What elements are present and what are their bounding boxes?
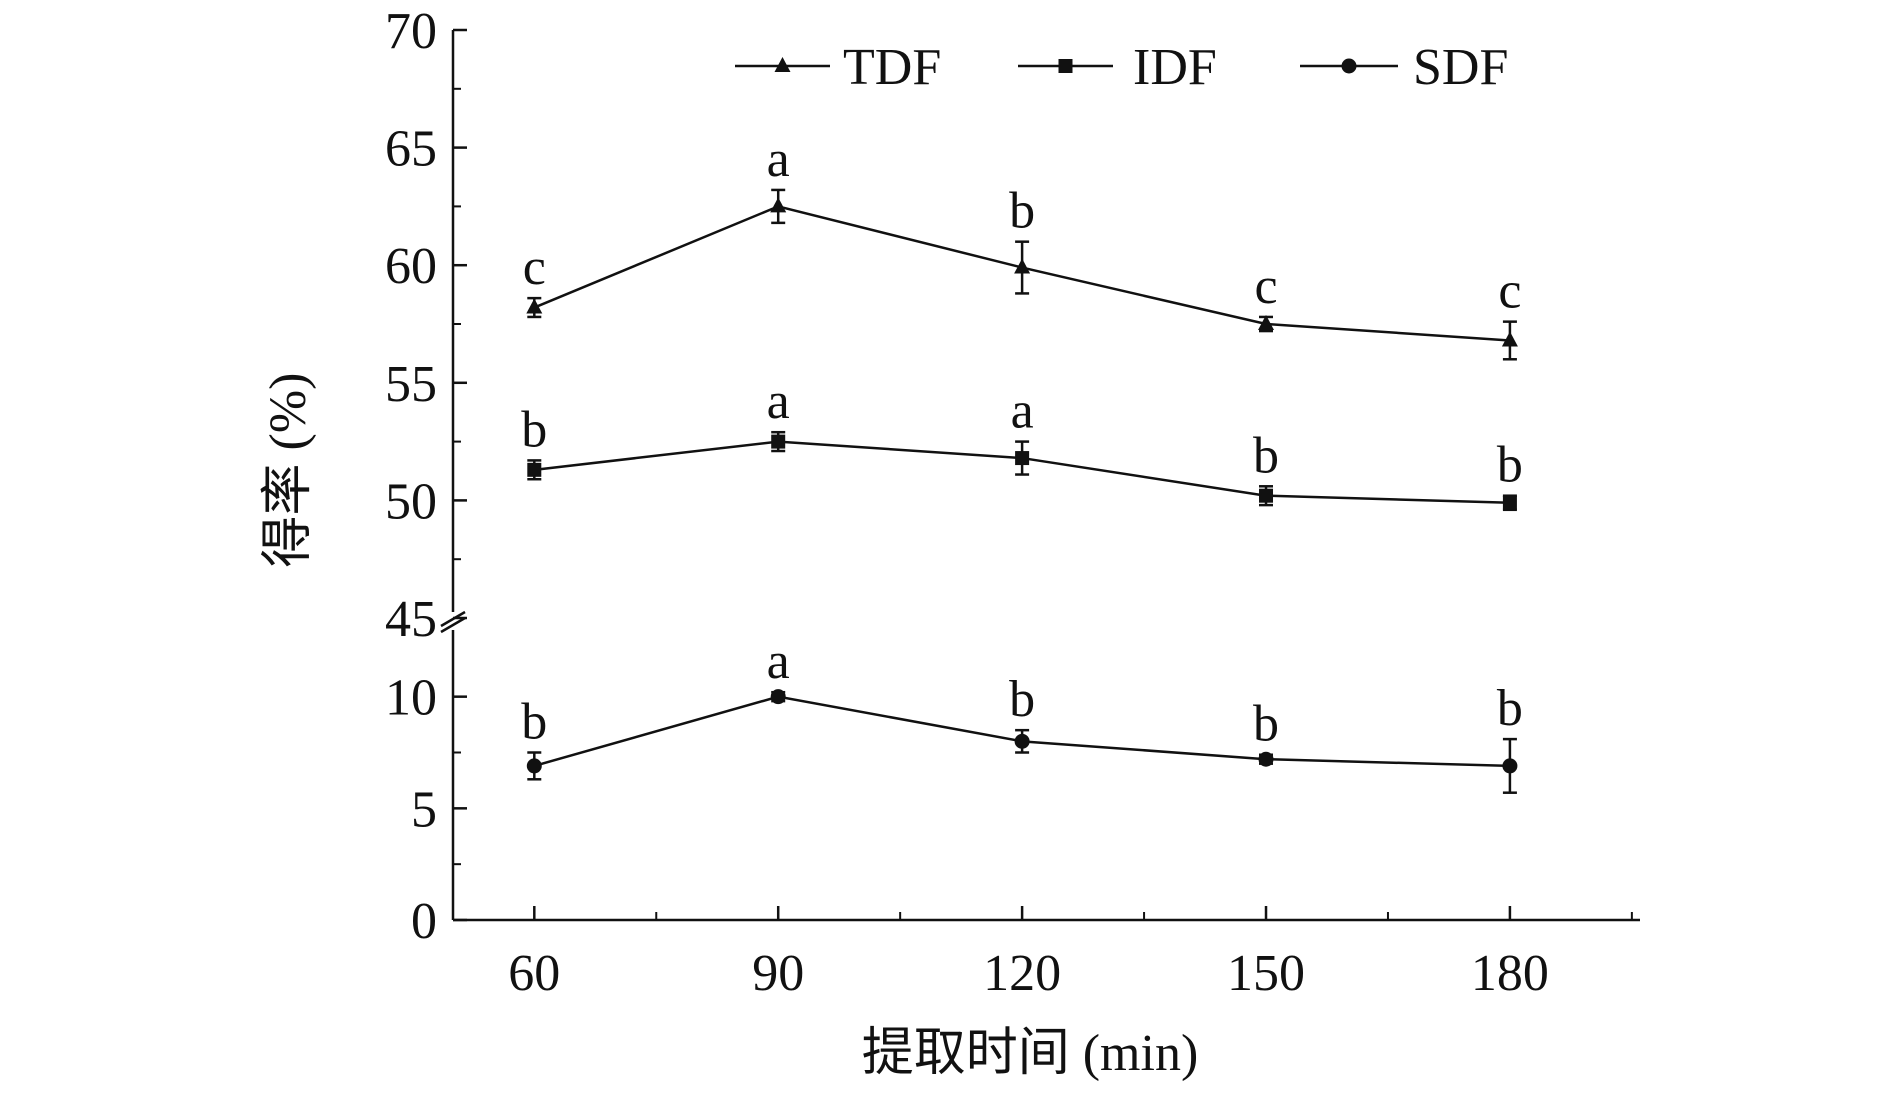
y-tick-label: 55 xyxy=(385,356,437,413)
y-tick-label: 70 xyxy=(385,3,437,60)
legend-label: SDF xyxy=(1413,39,1508,96)
data-point-tdf xyxy=(1501,331,1518,347)
data-point-idf xyxy=(771,434,786,449)
y-tick-label: 65 xyxy=(385,121,437,178)
series-idf: b a a b b xyxy=(521,373,1523,512)
significance-label: a xyxy=(767,373,790,430)
series-group: c a b c c b a a b b b a b b b xyxy=(521,131,1523,794)
data-point-tdf xyxy=(1258,315,1275,330)
legend-marker xyxy=(774,57,791,72)
legend-item-idf: IDF xyxy=(1018,39,1217,96)
y-tick-label: 5 xyxy=(411,781,437,838)
data-point-sdf xyxy=(1502,758,1518,774)
series-sdf: b a b b b xyxy=(521,633,1523,794)
data-point-tdf xyxy=(526,298,543,314)
significance-label: b xyxy=(1497,680,1523,737)
series-tdf: c a b c c xyxy=(523,131,1521,361)
data-point-idf xyxy=(1502,495,1517,510)
data-point-idf xyxy=(527,462,542,477)
significance-label: b xyxy=(1009,671,1035,728)
axis-break-mark xyxy=(440,616,466,634)
significance-label: a xyxy=(767,131,790,188)
axes: 0 5 10 45 50 55 60 65 70 60 90 120 150 180 xyxy=(385,3,1640,1002)
x-tick-label: 150 xyxy=(1227,945,1305,1002)
y-tick-label: 50 xyxy=(385,473,437,530)
data-point-idf xyxy=(1259,488,1274,503)
x-axis-title: 提取时间 (min) xyxy=(862,1025,1199,1082)
significance-label: a xyxy=(1011,383,1034,440)
x-tick-label: 60 xyxy=(508,945,560,1002)
y-axis-title: 得率 (%) xyxy=(260,373,317,568)
data-point-sdf xyxy=(1014,733,1030,749)
legend: TDF IDF SDF xyxy=(735,39,1508,96)
significance-label: b xyxy=(1253,696,1279,753)
significance-label: b xyxy=(1497,437,1523,494)
x-tick-label: 90 xyxy=(752,945,804,1002)
y-tick-label: 60 xyxy=(385,238,437,295)
data-point-tdf xyxy=(770,197,787,213)
x-tick-label: 180 xyxy=(1471,945,1549,1002)
significance-label: b xyxy=(521,401,547,458)
data-point-sdf xyxy=(770,689,786,705)
significance-label: b xyxy=(1253,427,1279,484)
data-point-tdf xyxy=(1014,258,1031,274)
legend-item-tdf: TDF xyxy=(735,39,941,96)
legend-label: TDF xyxy=(843,39,941,96)
y-tick-label: 10 xyxy=(385,670,437,727)
significance-label: c xyxy=(523,239,546,296)
significance-label: a xyxy=(767,633,790,690)
significance-label: c xyxy=(1498,263,1521,320)
y-tick-label: 0 xyxy=(411,893,437,950)
data-point-sdf xyxy=(1258,751,1274,767)
y-tick-label: 45 xyxy=(385,591,437,648)
significance-label: b xyxy=(1009,183,1035,240)
x-tick-label: 120 xyxy=(983,945,1061,1002)
legend-item-sdf: SDF xyxy=(1300,39,1508,96)
significance-label: c xyxy=(1254,258,1277,315)
legend-marker xyxy=(1341,58,1357,74)
data-point-sdf xyxy=(526,758,542,774)
legend-marker xyxy=(1058,59,1073,73)
legend-label: IDF xyxy=(1133,39,1217,96)
data-point-idf xyxy=(1015,451,1030,466)
significance-label: b xyxy=(521,694,547,751)
